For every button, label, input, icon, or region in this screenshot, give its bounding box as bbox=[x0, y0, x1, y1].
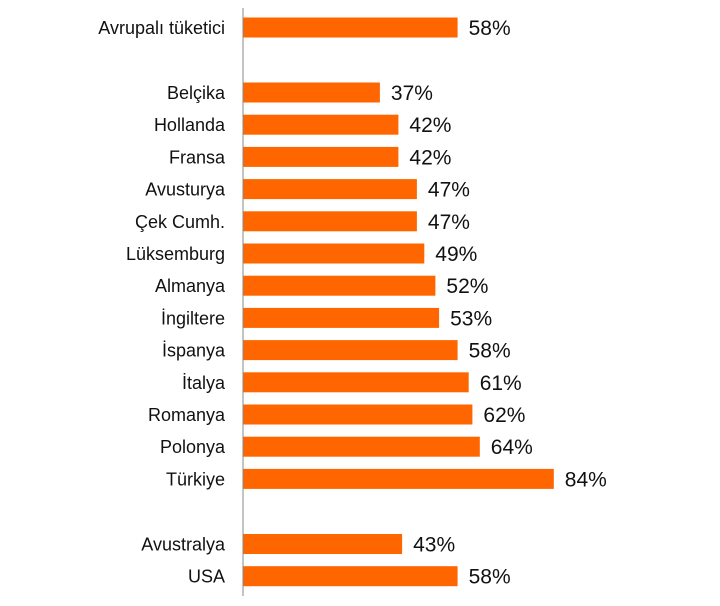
value-label: 53% bbox=[450, 307, 492, 330]
value-label: 37% bbox=[391, 82, 433, 105]
labels-layer: Avrupalı tüketici 58% Belçika 37% Hollanda 42… bbox=[98, 17, 607, 589]
category-label: Avrupalı tüketici bbox=[98, 18, 225, 38]
bar bbox=[243, 82, 380, 103]
value-label: 58% bbox=[469, 566, 511, 589]
category-label: USA bbox=[188, 567, 225, 587]
bar bbox=[243, 436, 480, 457]
category-label: İspanya bbox=[162, 341, 226, 361]
value-label: 62% bbox=[483, 404, 525, 427]
bar bbox=[243, 404, 473, 425]
bars-layer bbox=[243, 17, 554, 587]
category-label: Türkiye bbox=[166, 469, 225, 489]
bar bbox=[243, 275, 436, 296]
category-label: Belçika bbox=[167, 83, 226, 103]
bar bbox=[243, 534, 403, 554]
category-label: Hollanda bbox=[154, 115, 226, 135]
category-label: Çek Cumh. bbox=[135, 212, 225, 232]
value-label: 42% bbox=[409, 114, 451, 137]
value-label: 47% bbox=[428, 211, 470, 234]
bar bbox=[243, 17, 458, 38]
value-label: 43% bbox=[413, 534, 455, 557]
value-label: 61% bbox=[480, 372, 522, 395]
category-label: İngiltere bbox=[161, 308, 225, 328]
bar bbox=[243, 114, 399, 135]
category-label: Lüksemburg bbox=[126, 244, 225, 264]
bar bbox=[243, 340, 458, 361]
value-label: 52% bbox=[446, 275, 488, 298]
value-label: 58% bbox=[469, 17, 511, 40]
value-label: 58% bbox=[469, 340, 511, 363]
category-label: Polonya bbox=[160, 437, 226, 457]
value-label: 49% bbox=[435, 243, 477, 266]
bar bbox=[243, 179, 417, 200]
category-label: Fransa bbox=[169, 147, 226, 167]
category-label: Avusturya bbox=[145, 180, 226, 200]
value-label: 42% bbox=[409, 146, 451, 169]
category-label: İtalya bbox=[182, 373, 226, 393]
bar bbox=[243, 211, 417, 232]
bar bbox=[243, 372, 469, 393]
value-label: 64% bbox=[491, 436, 533, 459]
bar bbox=[243, 243, 425, 264]
bar bbox=[243, 468, 554, 489]
category-label: Avustralya bbox=[141, 535, 226, 555]
bar bbox=[243, 146, 399, 167]
value-label: 84% bbox=[565, 468, 607, 491]
category-label: Almanya bbox=[155, 276, 226, 296]
bar bbox=[243, 566, 458, 587]
value-label: 47% bbox=[428, 179, 470, 202]
category-label: Romanya bbox=[148, 405, 226, 425]
bar bbox=[243, 307, 440, 328]
